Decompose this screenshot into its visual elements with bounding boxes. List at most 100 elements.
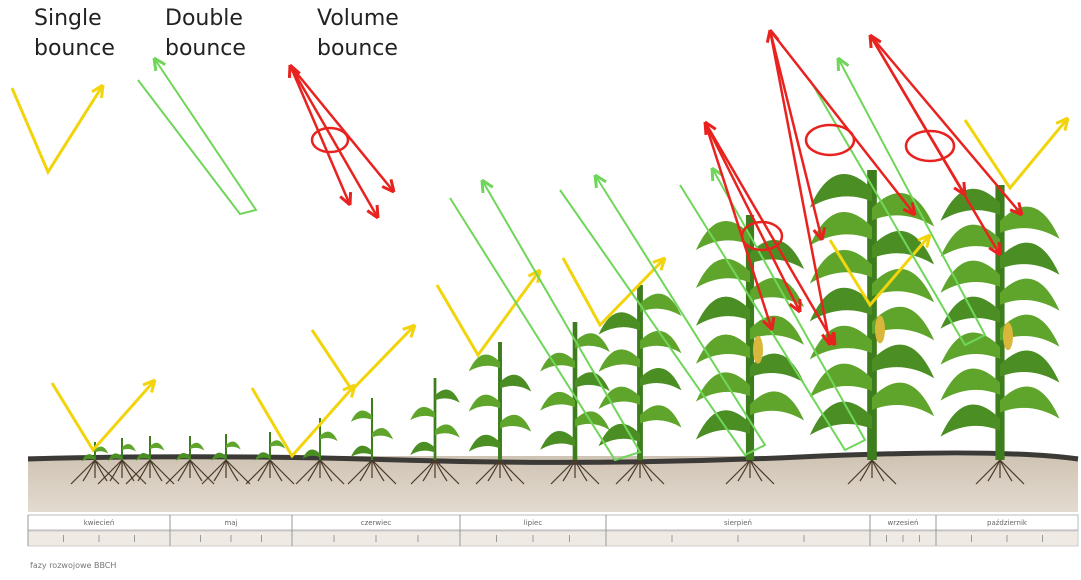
- root: [749, 459, 763, 482]
- arrowhead: [703, 120, 717, 136]
- leaf: [540, 430, 575, 450]
- leaf: [872, 268, 935, 303]
- root: [562, 459, 576, 482]
- leaf: [350, 445, 372, 458]
- arrowhead: [836, 56, 850, 72]
- volume-bounce: [868, 34, 967, 196]
- leaf: [468, 434, 500, 452]
- single-bounce: [310, 323, 417, 393]
- cob: [875, 315, 885, 344]
- root: [737, 459, 751, 482]
- root: [189, 459, 203, 482]
- arrowhead: [902, 201, 917, 217]
- arrowhead: [821, 332, 835, 346]
- leaf: [500, 374, 532, 392]
- root: [319, 459, 345, 485]
- root: [201, 459, 227, 485]
- leaf: [350, 410, 372, 422]
- leaf: [320, 431, 338, 442]
- root: [70, 459, 96, 485]
- month-label: czerwiec: [361, 519, 392, 527]
- root: [165, 459, 191, 485]
- leaf: [410, 406, 435, 421]
- leaf: [598, 349, 640, 372]
- leaf: [122, 443, 136, 452]
- leaf: [1000, 350, 1060, 383]
- arrowhead: [91, 83, 105, 99]
- root: [987, 459, 1001, 482]
- double-bounce: [449, 179, 642, 462]
- soil-surface: [27, 450, 1079, 465]
- label-single: Single bounce: [34, 6, 115, 61]
- root: [999, 459, 1025, 485]
- root: [847, 459, 873, 485]
- root: [422, 459, 436, 482]
- leaf: [809, 249, 872, 284]
- arrowhead: [812, 226, 827, 241]
- leaf: [270, 440, 286, 449]
- root: [149, 459, 163, 482]
- leaf: [872, 382, 935, 417]
- root: [859, 459, 873, 482]
- label-volume: Volume bounce: [317, 6, 399, 61]
- arrowhead: [765, 29, 780, 44]
- leaf: [940, 332, 1000, 365]
- single-bounce: [50, 379, 157, 453]
- leaf: [872, 230, 935, 265]
- leaf: [695, 296, 750, 326]
- root: [999, 459, 1013, 482]
- leaf: [226, 441, 241, 450]
- arrowhead: [1055, 116, 1070, 131]
- root: [257, 459, 271, 482]
- single-bounce: [561, 256, 667, 328]
- leaf: [95, 446, 109, 454]
- leaf: [435, 424, 460, 438]
- leaf: [150, 442, 165, 451]
- leaf: [598, 423, 640, 447]
- leaf: [575, 372, 610, 392]
- leaf: [540, 352, 575, 372]
- single-bounce: [963, 117, 1070, 191]
- leaf: [302, 449, 320, 459]
- volume-bounce: [769, 29, 916, 216]
- leaf: [695, 372, 750, 402]
- double-bounce: [809, 57, 987, 347]
- root: [871, 459, 885, 482]
- leaf: [872, 306, 935, 341]
- leaf: [211, 452, 226, 461]
- leaf: [809, 401, 872, 436]
- caption: fazy rozwojowe BBCH: [30, 561, 117, 570]
- root: [94, 459, 120, 485]
- root: [347, 459, 373, 485]
- leaf: [468, 394, 500, 412]
- root: [137, 459, 151, 482]
- scatter-ring: [904, 129, 956, 163]
- root: [574, 459, 600, 485]
- scatter-ring: [804, 123, 856, 157]
- root: [177, 459, 191, 482]
- leaf: [872, 344, 935, 379]
- leaf: [695, 220, 750, 251]
- arrowhead: [381, 179, 396, 194]
- leaf: [1000, 206, 1060, 239]
- leaf: [372, 428, 394, 440]
- single-bounce: [435, 269, 542, 358]
- leaf: [809, 325, 872, 360]
- root: [749, 459, 775, 485]
- volume-bounce: [768, 29, 824, 241]
- root: [499, 459, 513, 482]
- root: [295, 459, 321, 485]
- volume-bounce: [288, 64, 352, 206]
- root: [97, 459, 123, 485]
- root: [725, 459, 751, 485]
- root: [307, 459, 321, 482]
- double-bounce: [679, 167, 867, 452]
- cob: [753, 335, 763, 364]
- timeline-stages: [27, 530, 1079, 547]
- root: [94, 459, 108, 482]
- leaf: [750, 353, 805, 383]
- single-bounce: [250, 384, 357, 459]
- leaf: [640, 293, 682, 317]
- label-double: Double bounce: [165, 6, 246, 61]
- leaf: [108, 453, 122, 461]
